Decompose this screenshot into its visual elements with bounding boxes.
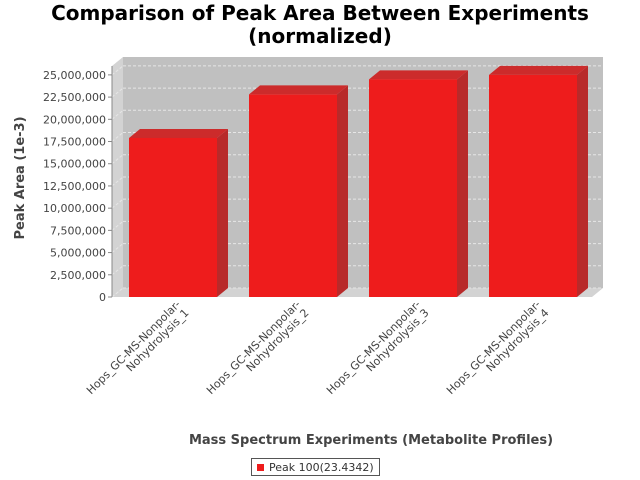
y-axis-label: Peak Area (1e-3)	[13, 116, 28, 239]
bar-side	[217, 128, 228, 297]
legend-swatch	[257, 463, 264, 471]
legend: Peak 100(23.4342)	[251, 458, 380, 476]
x-tick-label: Hops_GC-MS-Nonpolar-Nohydrolysis_3	[324, 298, 432, 406]
bar-front	[129, 137, 217, 297]
y-tick-label: 10,000,000	[43, 202, 106, 215]
bar-side	[577, 65, 588, 297]
gridline-diagonal	[111, 65, 124, 76]
bar-front	[249, 94, 337, 297]
y-tick-label: 15,000,000	[43, 158, 106, 171]
bar-side	[337, 85, 348, 297]
y-tick-label: 7,500,000	[50, 224, 106, 237]
x-tick-label-line: Hops_GC-MS-Nonpolar-	[204, 298, 303, 397]
y-axis: 0 2,500,000 5,000,000 7,500,000 10,000,000 12…	[43, 66, 113, 304]
x-tick-label: Hops_GC-MS-Nonpolar-Nohydrolysis_2	[204, 298, 312, 406]
gridline-diagonal	[111, 265, 124, 276]
chart-title-line-1: Comparison of Peak Area Between Experime…	[51, 1, 589, 25]
bar-top	[249, 85, 348, 95]
x-tick-label: Hops_GC-MS-Nonpolar-Nohydrolysis_4	[444, 298, 552, 406]
x-tick-label: Hops_GC-MS-Nonpolar-Nohydrolysis_1	[84, 298, 192, 406]
chart-title-line-2: (normalized)	[248, 24, 392, 48]
x-tick-labels: Hops_GC-MS-Nonpolar-Nohydrolysis_1 Hops_G…	[84, 298, 552, 406]
gridline-diagonal	[111, 243, 124, 253]
bars	[129, 65, 588, 297]
x-tick-label-line: Hops_GC-MS-Nonpolar-	[444, 298, 543, 397]
y-tick-label: 5,000,000	[50, 247, 106, 260]
y-tick-label: 0	[99, 291, 106, 304]
bar	[129, 128, 228, 297]
y-tick-label: 20,000,000	[43, 113, 106, 126]
gridline-diagonal	[111, 154, 124, 165]
gridline-diagonal	[111, 132, 124, 142]
gridline-diagonal	[111, 87, 124, 98]
x-axis-label: Mass Spectrum Experiments (Metabolite Pr…	[189, 433, 553, 448]
x-tick-label-line: Hops_GC-MS-Nonpolar-	[84, 298, 183, 397]
gridline-diagonal	[111, 176, 124, 187]
gridline-diagonal	[111, 220, 124, 231]
y-tick-label: 2,500,000	[50, 269, 106, 282]
bar-top	[489, 65, 588, 75]
bar	[249, 85, 348, 297]
bar-side	[457, 70, 468, 297]
gridline-diagonal	[111, 198, 124, 209]
plot-side-wall	[112, 57, 123, 297]
gridline-diagonal	[111, 109, 124, 120]
bar	[369, 70, 468, 297]
y-tick-label: 25,000,000	[43, 69, 106, 82]
bar-top	[129, 128, 228, 138]
plot-floor	[112, 288, 603, 297]
x-tick-label-line: Hops_GC-MS-Nonpolar-	[324, 298, 423, 397]
bar	[489, 65, 588, 297]
bar-top	[369, 70, 468, 80]
bar-front	[369, 79, 457, 297]
bar-front	[489, 74, 577, 297]
chart-title: Comparison of Peak Area Between Experime…	[0, 2, 640, 48]
y-tick-label: 12,500,000	[43, 180, 106, 193]
y-tick-label: 22,500,000	[43, 91, 106, 104]
gridline-diagonal	[111, 287, 124, 298]
legend-label: Peak 100(23.4342)	[269, 460, 374, 474]
y-tick-label: 17,500,000	[43, 136, 106, 149]
